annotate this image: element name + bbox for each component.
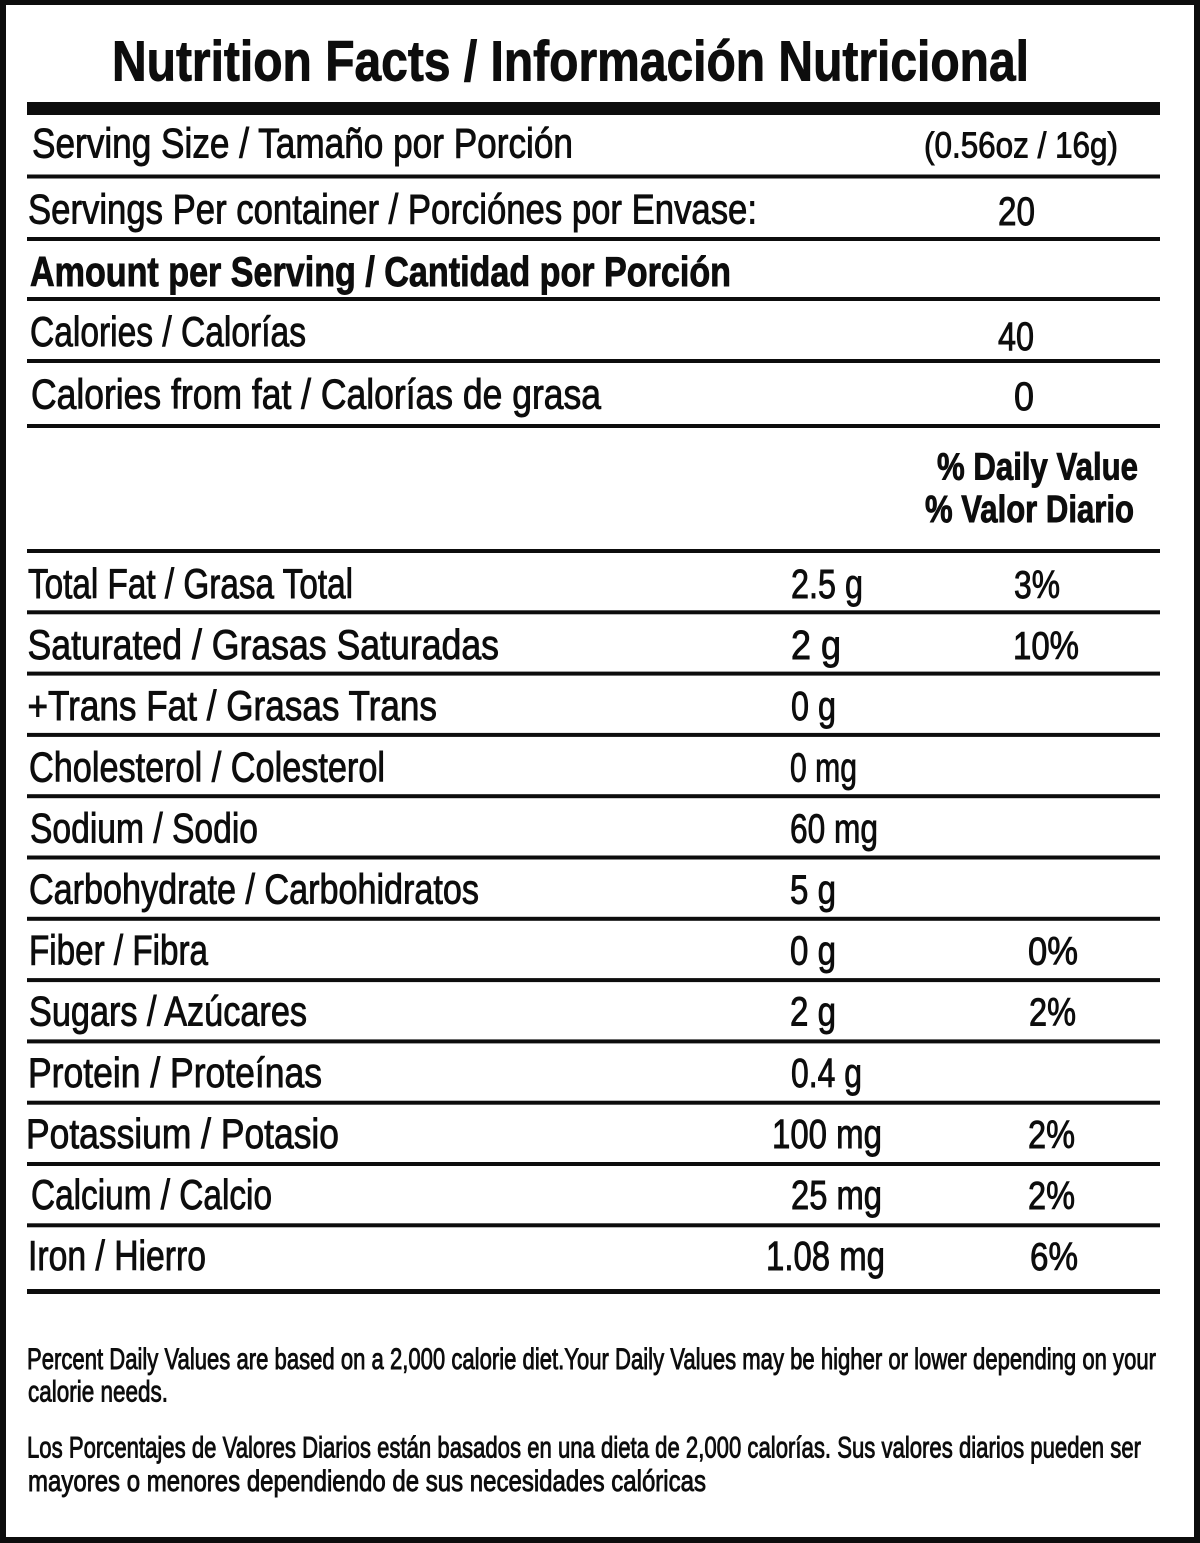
svg-text:0.4 g: 0.4 g xyxy=(791,1050,862,1096)
svg-text:Carbohydrate / Carbohidratos: Carbohydrate / Carbohidratos xyxy=(29,866,479,913)
svg-text:Sodium / Sodio: Sodium / Sodio xyxy=(30,804,258,851)
svg-text:60 mg: 60 mg xyxy=(790,805,878,851)
svg-text:Calories from fat / Calorías d: Calories from fat / Calorías de grasa xyxy=(31,371,602,418)
svg-text:% Valor Diario: % Valor Diario xyxy=(925,489,1134,531)
svg-text:Fiber / Fibra: Fiber / Fibra xyxy=(29,927,209,974)
svg-text:2 g: 2 g xyxy=(790,989,836,1035)
svg-text:5 g: 5 g xyxy=(790,867,836,913)
svg-text:% Daily Value: % Daily Value xyxy=(937,446,1138,488)
svg-text:Percent Daily Values are based: Percent Daily Values are based on a 2,00… xyxy=(27,1343,1156,1376)
svg-text:Calcium / Calcio: Calcium / Calcio xyxy=(31,1171,272,1218)
svg-text:(0.56oz / 16g): (0.56oz / 16g) xyxy=(924,125,1118,166)
svg-text:Sugars / Azúcares: Sugars / Azúcares xyxy=(29,988,307,1035)
svg-text:2%: 2% xyxy=(1029,992,1076,1035)
svg-text:0%: 0% xyxy=(1028,931,1078,974)
svg-text:10%: 10% xyxy=(1013,625,1079,668)
svg-text:0 mg: 0 mg xyxy=(790,744,857,790)
svg-text:Nutrition Facts / Información: Nutrition Facts / Información Nutriciona… xyxy=(112,30,1029,94)
svg-text:Iron / Hierro: Iron / Hierro xyxy=(28,1232,206,1279)
svg-text:25 mg: 25 mg xyxy=(791,1172,882,1218)
svg-text:Amount per Serving / Cantidad: Amount per Serving / Cantidad por Porció… xyxy=(30,248,731,295)
svg-text:Saturated / Grasas Saturadas: Saturated / Grasas Saturadas xyxy=(28,621,500,668)
svg-text:20: 20 xyxy=(998,190,1035,234)
svg-text:0 g: 0 g xyxy=(791,683,836,729)
svg-text:+Trans Fat / Grasas Trans: +Trans Fat / Grasas Trans xyxy=(28,682,438,729)
svg-text:2 g: 2 g xyxy=(791,622,841,668)
svg-text:Cholesterol / Colesterol: Cholesterol / Colesterol xyxy=(29,743,385,790)
svg-text:Protein / Proteínas: Protein / Proteínas xyxy=(28,1049,322,1096)
svg-text:0: 0 xyxy=(1014,375,1034,419)
svg-text:2%: 2% xyxy=(1028,1175,1075,1218)
svg-text:100 mg: 100 mg xyxy=(772,1111,882,1157)
svg-text:0 g: 0 g xyxy=(790,928,836,974)
svg-text:calorie needs.: calorie needs. xyxy=(28,1376,168,1409)
svg-text:2.5 g: 2.5 g xyxy=(791,561,863,607)
svg-text:40: 40 xyxy=(998,315,1034,359)
svg-text:6%: 6% xyxy=(1030,1236,1078,1279)
svg-text:Servings Per container / Porci: Servings Per container / Porciónes por E… xyxy=(28,186,757,233)
svg-text:3%: 3% xyxy=(1014,564,1060,607)
svg-text:2%: 2% xyxy=(1028,1114,1075,1157)
svg-text:mayores o menores dependiendo: mayores o menores dependiendo de sus nec… xyxy=(28,1465,706,1498)
svg-text:1.08 mg: 1.08 mg xyxy=(766,1233,885,1279)
svg-text:Calories / Calorías: Calories / Calorías xyxy=(30,308,306,355)
svg-text:Potassium / Potasio: Potassium / Potasio xyxy=(26,1110,339,1157)
svg-text:Los Porcentajes de Valores Dia: Los Porcentajes de Valores Diarios están… xyxy=(27,1432,1141,1465)
svg-text:Total Fat / Grasa Total: Total Fat / Grasa Total xyxy=(28,560,353,607)
svg-text:Serving Size / Tamaño por Porc: Serving Size / Tamaño por Porción xyxy=(32,120,573,167)
